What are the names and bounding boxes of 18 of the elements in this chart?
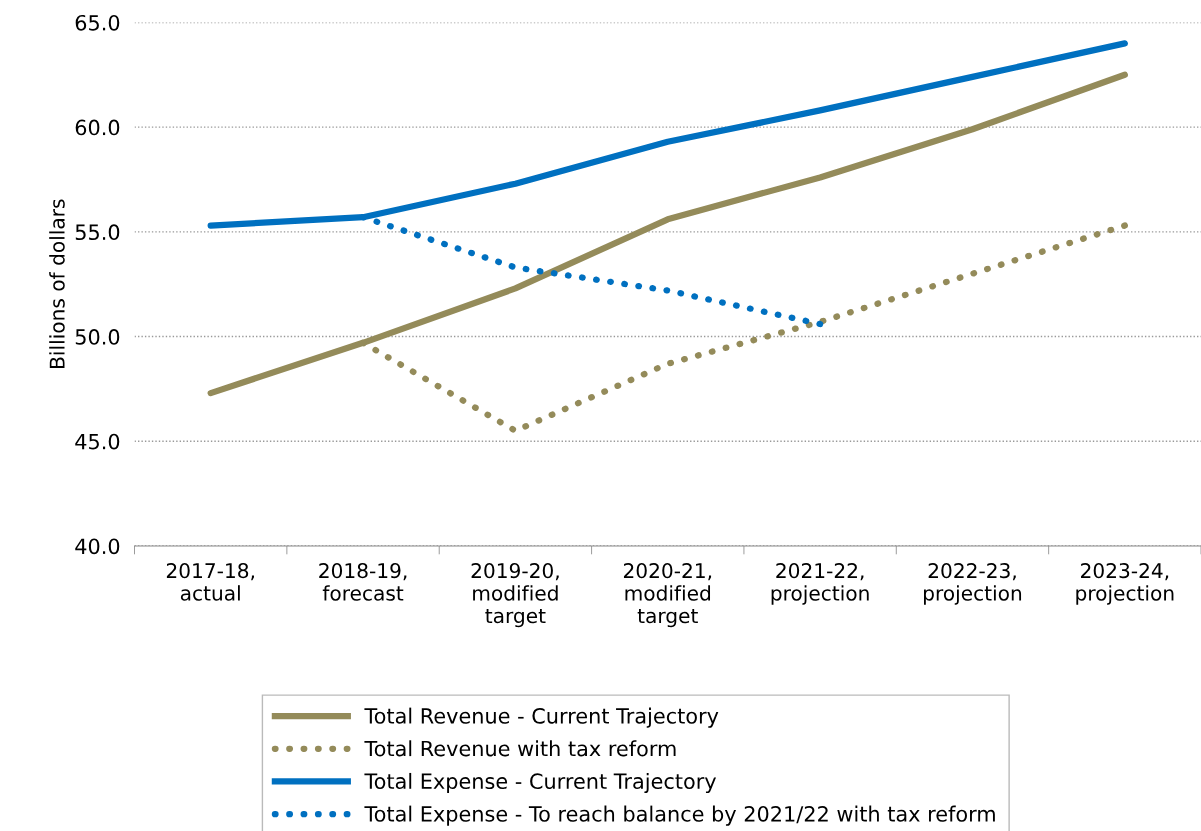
x-tick-label: 2018-19, forecast <box>319 562 407 601</box>
y-tick-label: 55.0 <box>75 224 120 241</box>
y-tick-label: 60.0 <box>75 119 120 136</box>
y-tick-label: 45.0 <box>75 433 120 450</box>
y-axis-title: Billions of dollars <box>49 199 65 368</box>
x-tick-label: 2022-23, projection <box>924 562 1022 605</box>
legend-label: Total Revenue with tax reform <box>364 740 676 757</box>
legend-label: Total Revenue - Current Trajectory <box>364 707 719 728</box>
x-tick-label: 2020-21, modified target <box>623 562 712 628</box>
legend-label: Total Expense - To reach balance by 2021/22 with tax reform <box>364 805 995 826</box>
x-tick-label: 2019-20, modified target <box>471 562 559 628</box>
legend-label: Total Expense - Current Trajectory <box>364 772 717 794</box>
x-tick-label: 2017-18, actual <box>166 562 254 601</box>
y-tick-label: 65.0 <box>75 14 120 31</box>
y-tick-label: 40.0 <box>75 538 120 555</box>
x-tick-label: 2023-24, projection <box>1076 562 1174 605</box>
x-tick-label: 2021-22, projection <box>771 562 869 605</box>
y-tick-label: 50.0 <box>75 329 120 345</box>
